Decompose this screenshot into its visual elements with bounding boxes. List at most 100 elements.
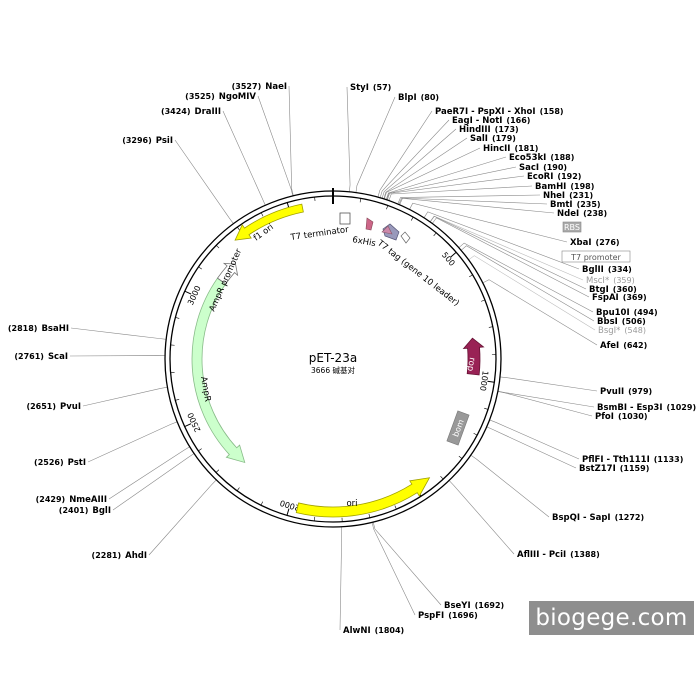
site-name: (2651) PvuI [26, 402, 81, 412]
tick-label: 3000 [186, 284, 203, 306]
site-name-text: PvuII [600, 387, 624, 397]
site-leader-lines [69, 85, 598, 631]
site-leader-line [387, 175, 525, 201]
site-name: BlpI (80) [398, 93, 439, 103]
restriction-site: BlpI (80) [398, 93, 439, 103]
site-leader-line [429, 215, 587, 290]
site-name-text: ScaI [48, 352, 68, 362]
site-position: (1696) [448, 611, 478, 620]
tick-label: 500 [440, 250, 457, 267]
scale-tick [236, 487, 240, 491]
site-name: NdeI (238) [557, 209, 607, 219]
restriction-site: NheI (231) [543, 191, 593, 201]
site-position: (3525) [185, 92, 215, 101]
site-position: (276) [596, 238, 620, 247]
restriction-site: AlwNI (1804) [343, 626, 404, 636]
site-name: Bpu10I (494) [596, 308, 658, 318]
site-leader-line [288, 85, 294, 196]
site-leader-line [222, 110, 266, 206]
site-name-text: BglII [582, 265, 604, 275]
tick-label: 2500 [186, 411, 203, 433]
site-name: PspFI (1696) [418, 611, 478, 621]
site-leader-line [383, 147, 481, 200]
site-position: (198) [570, 182, 594, 191]
site-name-text: PfoI [595, 412, 614, 422]
restriction-site: Bpu10I (494) [596, 308, 658, 318]
ampr-promoter-arrow [216, 262, 239, 285]
scale-tick [386, 205, 389, 210]
site-name-text: BbsI [597, 317, 618, 327]
site-name-text: AflIII - PciI [517, 550, 566, 560]
site-leader-line [432, 217, 590, 298]
restriction-site: Eco53kI (188) [509, 153, 574, 163]
scale-tick [260, 212, 264, 217]
site-name: BbsI (506) [597, 317, 646, 327]
site-name-text: DraIII [195, 107, 221, 117]
site-leader-line [397, 194, 541, 205]
site-leader-line [468, 255, 596, 331]
site-name-text: EagI - NotI [452, 116, 502, 126]
site-position: (642) [623, 341, 647, 350]
restriction-site: BtgI (360) [589, 285, 637, 295]
site-position: (2281) [92, 551, 122, 560]
restriction-site: BspQI - SapI (1272) [552, 513, 644, 523]
scale-tick [184, 290, 192, 295]
site-name: PvuII (979) [600, 387, 652, 397]
site-name-text: PflFI - Tth111I [582, 455, 650, 465]
site-leader-line [372, 522, 442, 606]
t7-promoter-box [561, 250, 631, 263]
site-name: MscI* (359) [586, 276, 635, 286]
site-name: (2429) NmeAIII [36, 495, 107, 505]
site-name: (2281) AhdI [92, 551, 147, 561]
site-name-text: AfeI [600, 341, 619, 351]
restriction-site: StyI (57) [350, 83, 391, 93]
site-leader-line [174, 139, 234, 224]
site-leader-line [386, 166, 517, 200]
scale-tick [440, 475, 444, 480]
site-name-text: BlpI [398, 93, 417, 103]
site-name: EagI - NotI (166) [452, 116, 530, 126]
scale-tick [433, 232, 437, 237]
site-leader-line [148, 479, 217, 556]
scale-tick [359, 198, 362, 203]
site-leader-line [112, 453, 195, 511]
site-leader-line [339, 526, 342, 631]
restriction-site: PfoI (1030) [595, 412, 648, 422]
scale-tick [198, 448, 202, 452]
site-position: (1133) [654, 455, 684, 464]
plasmid-length: 3666 碱基对 [311, 365, 355, 375]
site-position: (1388) [570, 550, 600, 559]
site-name-text: NgoMIV [219, 92, 257, 102]
site-position: (158) [540, 107, 564, 116]
scale-tick [487, 380, 495, 383]
site-position: (166) [506, 116, 530, 125]
ampr-promoter-label: AmpR promoter [208, 247, 245, 313]
site-leader-line [355, 96, 396, 193]
restriction-site: (2761) ScaI [14, 352, 68, 362]
site-name-text: XbaI [570, 238, 592, 248]
scale-tick [458, 455, 463, 459]
site-name: BspQI - SapI (1272) [552, 513, 644, 523]
site-name: SalI (179) [470, 134, 516, 144]
f1-ori-arrow [234, 203, 304, 241]
site-name: SacI (190) [519, 163, 567, 173]
site-position: (369) [623, 293, 647, 302]
restriction-site: XbaI (276) [570, 238, 620, 248]
site-name: (2818) BsaHI [8, 324, 69, 334]
restriction-site: (2281) AhdI [92, 551, 147, 561]
site-position: (3296) [122, 136, 152, 145]
site-name-text: EcoRI [527, 172, 553, 182]
scale-tick [484, 407, 489, 410]
t7-tag-label: T7 tag (gene 10 leader) [374, 238, 461, 309]
restriction-site: HincII (181) [483, 144, 538, 154]
site-name-text: BsgI* [598, 326, 620, 336]
site-name: BmtI (235) [550, 200, 601, 210]
ori-label: ori [346, 499, 357, 509]
site-name-text: BsaHI [41, 324, 69, 334]
bom-box [446, 410, 470, 446]
site-name-text: PstI [68, 458, 86, 468]
site-position: (181) [514, 144, 538, 153]
restriction-site: AfeI (642) [600, 341, 647, 351]
site-name: (2761) ScaI [14, 352, 68, 362]
restriction-site: SalI (179) [470, 134, 516, 144]
